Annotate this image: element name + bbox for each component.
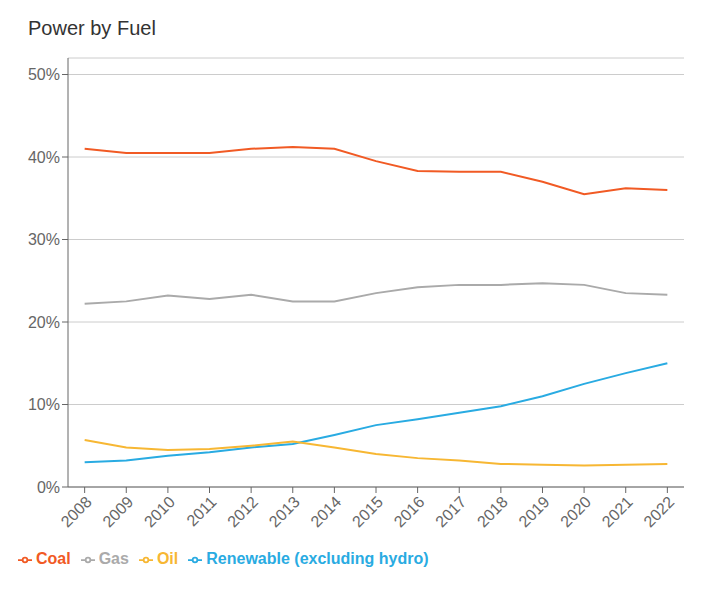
svg-text:2009: 2009 [99,493,136,530]
svg-text:2022: 2022 [640,493,677,530]
svg-text:0%: 0% [37,479,60,496]
svg-text:10%: 10% [28,396,60,413]
svg-text:2018: 2018 [474,493,511,530]
svg-text:2014: 2014 [307,493,344,530]
svg-text:50%: 50% [28,66,60,83]
html-text:Power by Fuel: Power by Fuel [28,17,156,39]
svg-text:2008: 2008 [58,493,95,530]
html-text:Renewable (excluding hydro): Renewable (excluding hydro) [206,550,429,567]
svg-text:40%: 40% [28,149,60,166]
svg-text:2019: 2019 [515,493,552,530]
svg-text:2017: 2017 [432,493,469,530]
svg-text:2015: 2015 [349,493,386,530]
svg-text:2012: 2012 [224,493,261,530]
html-text:Oil: Oil [156,550,179,567]
html-text:Coal: Coal [36,550,71,567]
svg-text:2016: 2016 [391,493,428,530]
svg-text:2010: 2010 [141,493,178,530]
svg-text:2020: 2020 [557,493,594,530]
svg-text:30%: 30% [28,231,60,248]
svg-text:2021: 2021 [599,493,636,530]
svg-text:2013: 2013 [266,493,303,530]
svg-text:2011: 2011 [183,493,219,529]
html-text:Gas: Gas [98,550,129,567]
svg-text:20%: 20% [28,314,60,331]
